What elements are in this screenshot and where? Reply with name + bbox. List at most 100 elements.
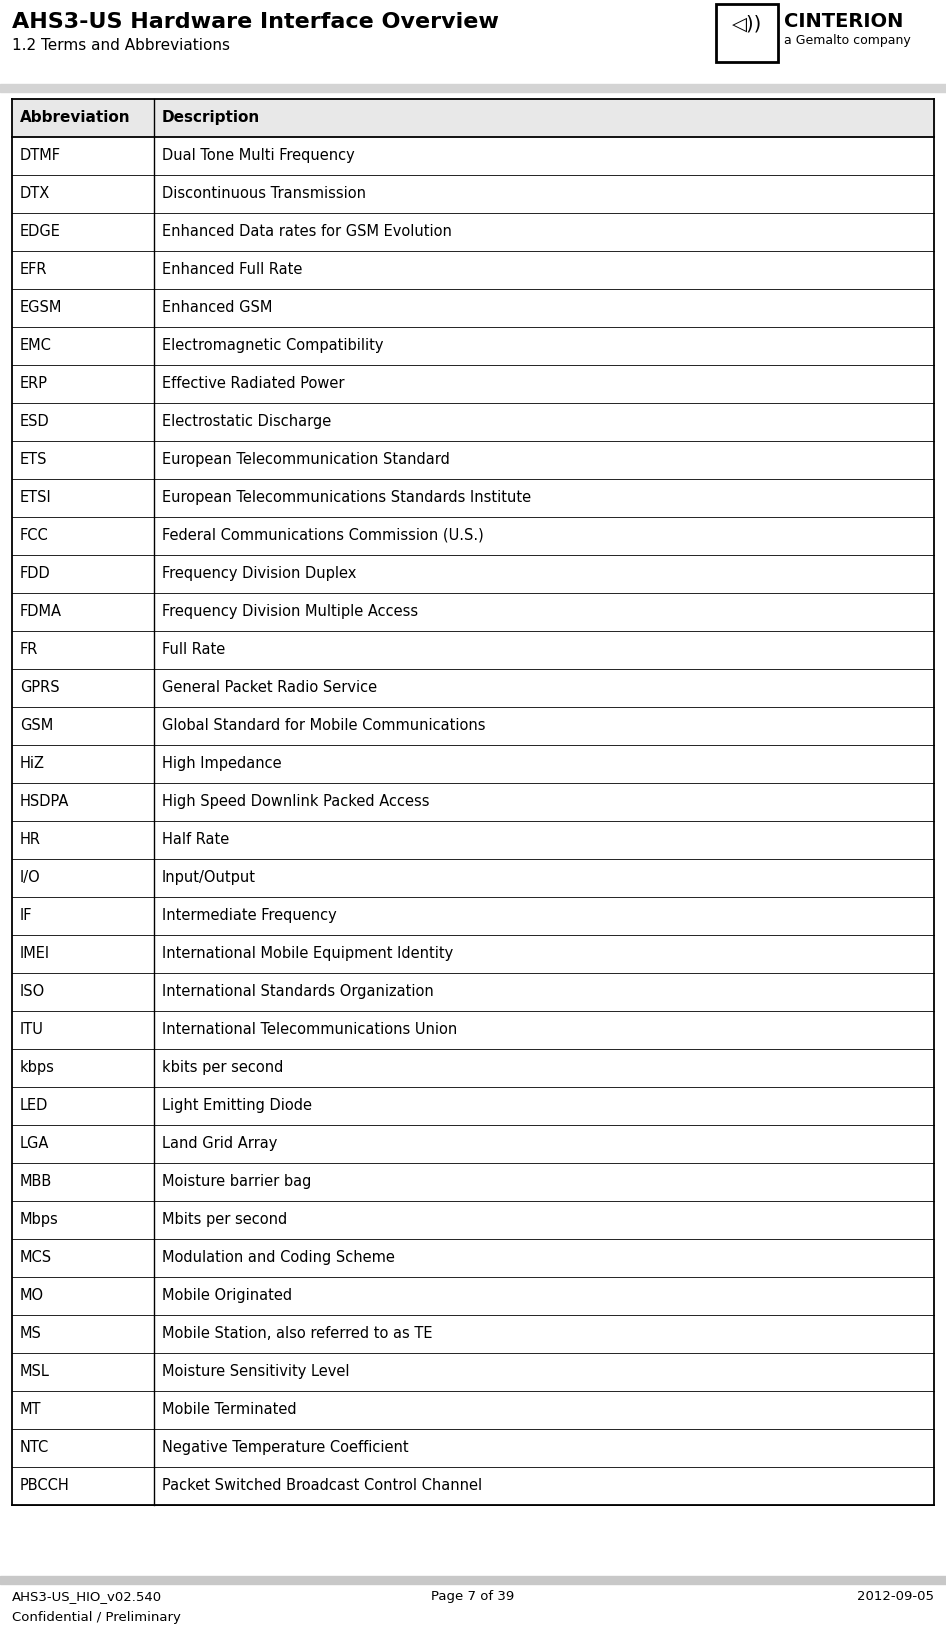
- Text: kbits per second: kbits per second: [162, 1059, 284, 1074]
- Text: MBB: MBB: [20, 1174, 52, 1188]
- Text: Enhanced Data rates for GSM Evolution: Enhanced Data rates for GSM Evolution: [162, 225, 452, 239]
- Bar: [12, 1429, 934, 1467]
- Text: Packet Switched Broadcast Control Channel: Packet Switched Broadcast Control Channe…: [162, 1477, 482, 1491]
- Bar: [12, 365, 934, 403]
- Bar: [12, 859, 934, 898]
- Text: European Telecommunication Standard: European Telecommunication Standard: [162, 452, 450, 467]
- Bar: [12, 1011, 934, 1049]
- Text: Full Rate: Full Rate: [162, 641, 225, 657]
- Bar: [12, 1164, 934, 1201]
- Text: Effective Radiated Power: Effective Radiated Power: [162, 375, 344, 390]
- Text: EMC: EMC: [20, 338, 52, 352]
- Text: Frequency Division Duplex: Frequency Division Duplex: [162, 565, 357, 580]
- Text: IF: IF: [20, 908, 32, 923]
- Bar: [12, 480, 934, 518]
- Text: General Packet Radio Service: General Packet Radio Service: [162, 680, 377, 695]
- Text: Mbits per second: Mbits per second: [162, 1211, 288, 1226]
- Bar: [12, 328, 934, 365]
- Text: International Telecommunications Union: International Telecommunications Union: [162, 1021, 457, 1036]
- Text: I/O: I/O: [20, 869, 41, 885]
- Bar: [12, 175, 934, 213]
- Text: a Gemalto company: a Gemalto company: [784, 34, 911, 48]
- Text: Modulation and Coding Scheme: Modulation and Coding Scheme: [162, 1249, 394, 1264]
- Text: GPRS: GPRS: [20, 680, 60, 695]
- Text: 2012-09-05: 2012-09-05: [857, 1590, 934, 1601]
- Text: Intermediate Frequency: Intermediate Frequency: [162, 908, 337, 923]
- Bar: [12, 974, 934, 1011]
- Text: GSM: GSM: [20, 718, 53, 733]
- Bar: [0, 0, 946, 92]
- Bar: [12, 1277, 934, 1314]
- Bar: [12, 708, 934, 746]
- Text: Abbreviation: Abbreviation: [20, 110, 131, 125]
- Text: MT: MT: [20, 1401, 42, 1416]
- Bar: [12, 1314, 934, 1354]
- Text: HiZ: HiZ: [20, 756, 45, 770]
- Text: FDD: FDD: [20, 565, 51, 580]
- Bar: [12, 213, 934, 252]
- Text: Land Grid Array: Land Grid Array: [162, 1136, 277, 1151]
- Text: AHS3-US_HIO_v02.540: AHS3-US_HIO_v02.540: [12, 1590, 162, 1601]
- Text: 1.2 Terms and Abbreviations: 1.2 Terms and Abbreviations: [12, 38, 230, 52]
- Bar: [12, 100, 934, 138]
- Text: PBCCH: PBCCH: [20, 1477, 70, 1491]
- Text: FR: FR: [20, 641, 39, 657]
- Bar: [12, 556, 934, 593]
- Text: MCS: MCS: [20, 1249, 52, 1264]
- Bar: [12, 631, 934, 670]
- Text: Electromagnetic Compatibility: Electromagnetic Compatibility: [162, 338, 383, 352]
- Text: Mobile Station, also referred to as TE: Mobile Station, also referred to as TE: [162, 1326, 432, 1341]
- Text: DTMF: DTMF: [20, 148, 61, 162]
- Bar: [12, 1087, 934, 1126]
- Text: AHS3-US Hardware Interface Overview: AHS3-US Hardware Interface Overview: [12, 11, 499, 33]
- Bar: [12, 1467, 934, 1505]
- Text: Mbps: Mbps: [20, 1211, 59, 1226]
- Bar: [12, 1126, 934, 1164]
- Text: NTC: NTC: [20, 1439, 49, 1454]
- Bar: [12, 443, 934, 480]
- Text: ETSI: ETSI: [20, 490, 52, 505]
- Text: International Mobile Equipment Identity: International Mobile Equipment Identity: [162, 946, 453, 960]
- Text: ERP: ERP: [20, 375, 48, 390]
- Text: Description: Description: [162, 110, 260, 125]
- Text: DTX: DTX: [20, 185, 50, 202]
- Bar: [12, 670, 934, 708]
- Text: Federal Communications Commission (U.S.): Federal Communications Commission (U.S.): [162, 528, 483, 543]
- Text: kbps: kbps: [20, 1059, 55, 1074]
- Text: Half Rate: Half Rate: [162, 831, 229, 846]
- Text: Input/Output: Input/Output: [162, 869, 256, 885]
- Bar: [12, 252, 934, 290]
- Bar: [12, 898, 934, 936]
- Bar: [12, 783, 934, 821]
- Text: HR: HR: [20, 831, 41, 846]
- Bar: [12, 593, 934, 631]
- Text: Negative Temperature Coefficient: Negative Temperature Coefficient: [162, 1439, 409, 1454]
- Bar: [716, 5, 778, 62]
- Bar: [12, 403, 934, 443]
- Text: FDMA: FDMA: [20, 603, 62, 618]
- Bar: [12, 936, 934, 974]
- Text: FCC: FCC: [20, 528, 49, 543]
- Text: International Standards Organization: International Standards Organization: [162, 983, 434, 998]
- Text: IMEI: IMEI: [20, 946, 50, 960]
- Bar: [12, 290, 934, 328]
- Text: MO: MO: [20, 1287, 44, 1303]
- Bar: [12, 1239, 934, 1277]
- Text: European Telecommunications Standards Institute: European Telecommunications Standards In…: [162, 490, 531, 505]
- Bar: [12, 1392, 934, 1429]
- Text: Enhanced Full Rate: Enhanced Full Rate: [162, 262, 303, 277]
- Text: Enhanced GSM: Enhanced GSM: [162, 300, 272, 315]
- Text: ITU: ITU: [20, 1021, 44, 1036]
- Text: EFR: EFR: [20, 262, 47, 277]
- Text: LED: LED: [20, 1098, 48, 1113]
- Text: Confidential / Preliminary: Confidential / Preliminary: [12, 1609, 181, 1623]
- Text: ◁)): ◁)): [732, 15, 762, 34]
- Text: Moisture barrier bag: Moisture barrier bag: [162, 1174, 311, 1188]
- Text: Frequency Division Multiple Access: Frequency Division Multiple Access: [162, 603, 418, 618]
- Bar: [0, 85, 946, 93]
- Bar: [12, 1201, 934, 1239]
- Text: ESD: ESD: [20, 413, 50, 429]
- Text: Page 7 of 39: Page 7 of 39: [431, 1590, 515, 1601]
- Text: EGSM: EGSM: [20, 300, 62, 315]
- Bar: [12, 1354, 934, 1392]
